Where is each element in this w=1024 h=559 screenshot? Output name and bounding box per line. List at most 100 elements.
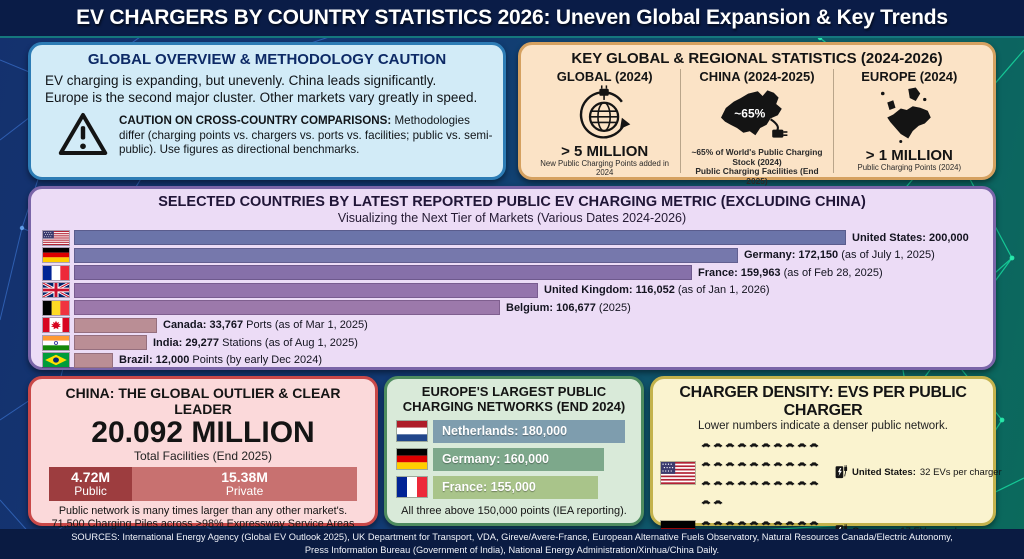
car-icon [797, 513, 807, 531]
key-stats-panel: KEY GLOBAL & REGIONAL STATISTICS (2024-2… [518, 42, 996, 186]
china-panel-heading: CHINA: THE GLOBAL OUTLIER & CLEAR LEADER [65, 385, 341, 417]
title-bar: EV CHARGERS BY COUNTRY STATISTICS 2026: … [0, 0, 1024, 38]
car-icon [773, 454, 783, 472]
car-icon [749, 454, 759, 472]
country-bar-label: Germany: 172,150 (as of July 1, 2025) [744, 249, 935, 261]
country-bar-label: India: 29,277 Stations (as of Aug 1, 202… [153, 337, 358, 349]
country-bar [74, 265, 692, 281]
car-icon [785, 454, 795, 472]
car-icon [809, 454, 819, 472]
global-value: > 5 MILLION [561, 143, 649, 160]
europe-value: > 1 MILLION [865, 147, 953, 165]
country-bar-row: Belgium: 106,677 (2025) [43, 300, 981, 316]
country-bar-label-bold: United Kingdom: 116,052 [544, 284, 675, 297]
country-bar [74, 352, 113, 368]
country-bar-row: United States: 200,000 [43, 230, 981, 246]
key-stat-europe: EUROPE (2024) > 1 MILLION Public Chargin… [832, 69, 985, 173]
car-icon [737, 513, 747, 531]
density-label: United States: 32 EVs per charger [835, 463, 1002, 482]
us-flag-icon [661, 461, 695, 484]
car-icon [797, 473, 807, 491]
key-stats-columns: GLOBAL (2024) [529, 69, 985, 186]
europe-network-bar: Netherlands: 180,000 [433, 419, 625, 443]
country-bar-row: United Kingdom: 116,052 (as of Jan 1, 20… [42, 282, 981, 299]
fr-flag-icon [43, 265, 69, 280]
country-bar-label: France: 159,963 (as of Feb 28, 2025) [698, 267, 883, 279]
china-private-label: Private [225, 483, 264, 498]
china-outlier-panel: CHINA: THE GLOBAL OUTLIER & CLEAR LEADER… [28, 376, 378, 543]
density-label-bold: United States: [852, 467, 916, 478]
car-icon [785, 435, 795, 453]
country-bar-label-bold: Brazil: 12,000 [119, 354, 190, 367]
car-icon [713, 454, 723, 472]
china-total-caption: Total Facilities (End 2025) [133, 448, 273, 463]
country-bar-label: Brazil: 12,000 Points (by early Dec 2024… [119, 354, 322, 366]
europe-network-row: France: 155,000 [397, 475, 631, 499]
caution-body: Methodologies differ (charging points vs… [119, 114, 493, 157]
car-icon [737, 454, 747, 472]
china-column-label: CHINA (2024-2025) [699, 69, 815, 84]
car-icon [725, 473, 735, 491]
country-bar-label-rest: (as of Jan 1, 2026) [674, 284, 770, 297]
europe-panel-heading: EUROPE'S LARGEST PUBLIC CHARGING NETWORK… [402, 384, 626, 414]
global-column-label: GLOBAL (2024) [556, 69, 653, 84]
china-caption-line1: ~65% of World's Public Charging Stock (2… [691, 147, 823, 167]
car-icon [749, 435, 759, 453]
car-icon [761, 473, 771, 491]
country-bar-row: Germany: 172,150 (as of July 1, 2025) [43, 247, 981, 264]
car-icon [701, 492, 711, 510]
country-bar [74, 247, 738, 263]
car-icon [773, 435, 783, 453]
europe-network-row: Netherlands: 180,000 [397, 419, 631, 443]
overview-body: EV charging is expanding, but unevenly. … [45, 72, 493, 107]
overview-heading: GLOBAL OVERVIEW & METHODOLOGY CAUTION [87, 51, 447, 68]
car-icon [809, 513, 819, 531]
charger-density-panel: CHARGER DENSITY: EVS PER PUBLIC CHARGER … [650, 376, 1002, 545]
car-icon [701, 454, 711, 472]
country-bar-label-rest: (2025) [595, 301, 631, 314]
country-bar-label-rest: Stations (as of Aug 1, 2025) [219, 336, 358, 349]
china-split-bar: 4.72M Public 15.38M Private [49, 466, 357, 501]
china-private-segment: 15.38M Private [132, 466, 357, 501]
china-public-value: 4.72M [71, 468, 111, 485]
overview-body-line1: EV charging is expanding, but unevenly. … [45, 73, 437, 88]
car-icon [773, 513, 783, 531]
car-icon [701, 513, 711, 531]
caution-text: CAUTION ON CROSS-COUNTRY COMPARISONS: Me… [119, 114, 493, 157]
country-bar-label-rest: Points (by early Dec 2024) [189, 354, 322, 367]
gb-flag-icon [42, 282, 70, 299]
country-bar-label-rest: (as of July 1, 2025) [838, 249, 935, 262]
country-bar-label-rest: Ports (as of Mar 1, 2025) [243, 319, 368, 332]
china-public-label: Public [74, 483, 107, 498]
china-map-overlay-value: ~65% [734, 107, 765, 121]
de-flag-icon [43, 248, 69, 263]
sources-bar: SOURCES: International Energy Agency (Gl… [0, 529, 1024, 559]
europe-networks-panel: EUROPE'S LARGEST PUBLIC CHARGING NETWORK… [384, 376, 644, 526]
car-icon [725, 454, 735, 472]
country-bar-label: United States: 200,000 [852, 232, 969, 244]
globe-plug-icon [574, 84, 636, 144]
china-private-value: 15.38M [221, 468, 268, 485]
country-bar [74, 230, 846, 246]
car-icon [785, 513, 795, 531]
country-bar-label-bold: Belgium: 106,677 [506, 301, 596, 314]
car-icon [761, 454, 771, 472]
density-panel-subtitle: Lower numbers indicate a denser public n… [698, 420, 948, 432]
car-icon [713, 435, 723, 453]
page-title: EV CHARGERS BY COUNTRY STATISTICS 2026: … [76, 6, 948, 29]
china-total-value: 20.092 MILLION [91, 416, 315, 449]
europe-bar-rows: Netherlands: 180,000 Germany: 160,000 Fran… [397, 419, 631, 499]
global-overview-panel: GLOBAL OVERVIEW & METHODOLOGY CAUTION EV… [28, 42, 506, 180]
car-icon [701, 435, 711, 453]
europe-network-bar: Germany: 160,000 [433, 447, 604, 471]
sources-line1: SOURCES: International Energy Agency (Gl… [71, 532, 953, 543]
country-bar [74, 282, 538, 298]
br-flag-icon [43, 353, 69, 368]
country-bar-row: Brazil: 12,000 Points (by early Dec 2024… [43, 352, 981, 369]
ca-flag-icon [43, 318, 69, 333]
car-icon [737, 435, 747, 453]
car-icon [725, 513, 735, 531]
in-flag-icon [43, 335, 69, 350]
country-bar [74, 335, 147, 351]
car-icon [761, 513, 771, 531]
